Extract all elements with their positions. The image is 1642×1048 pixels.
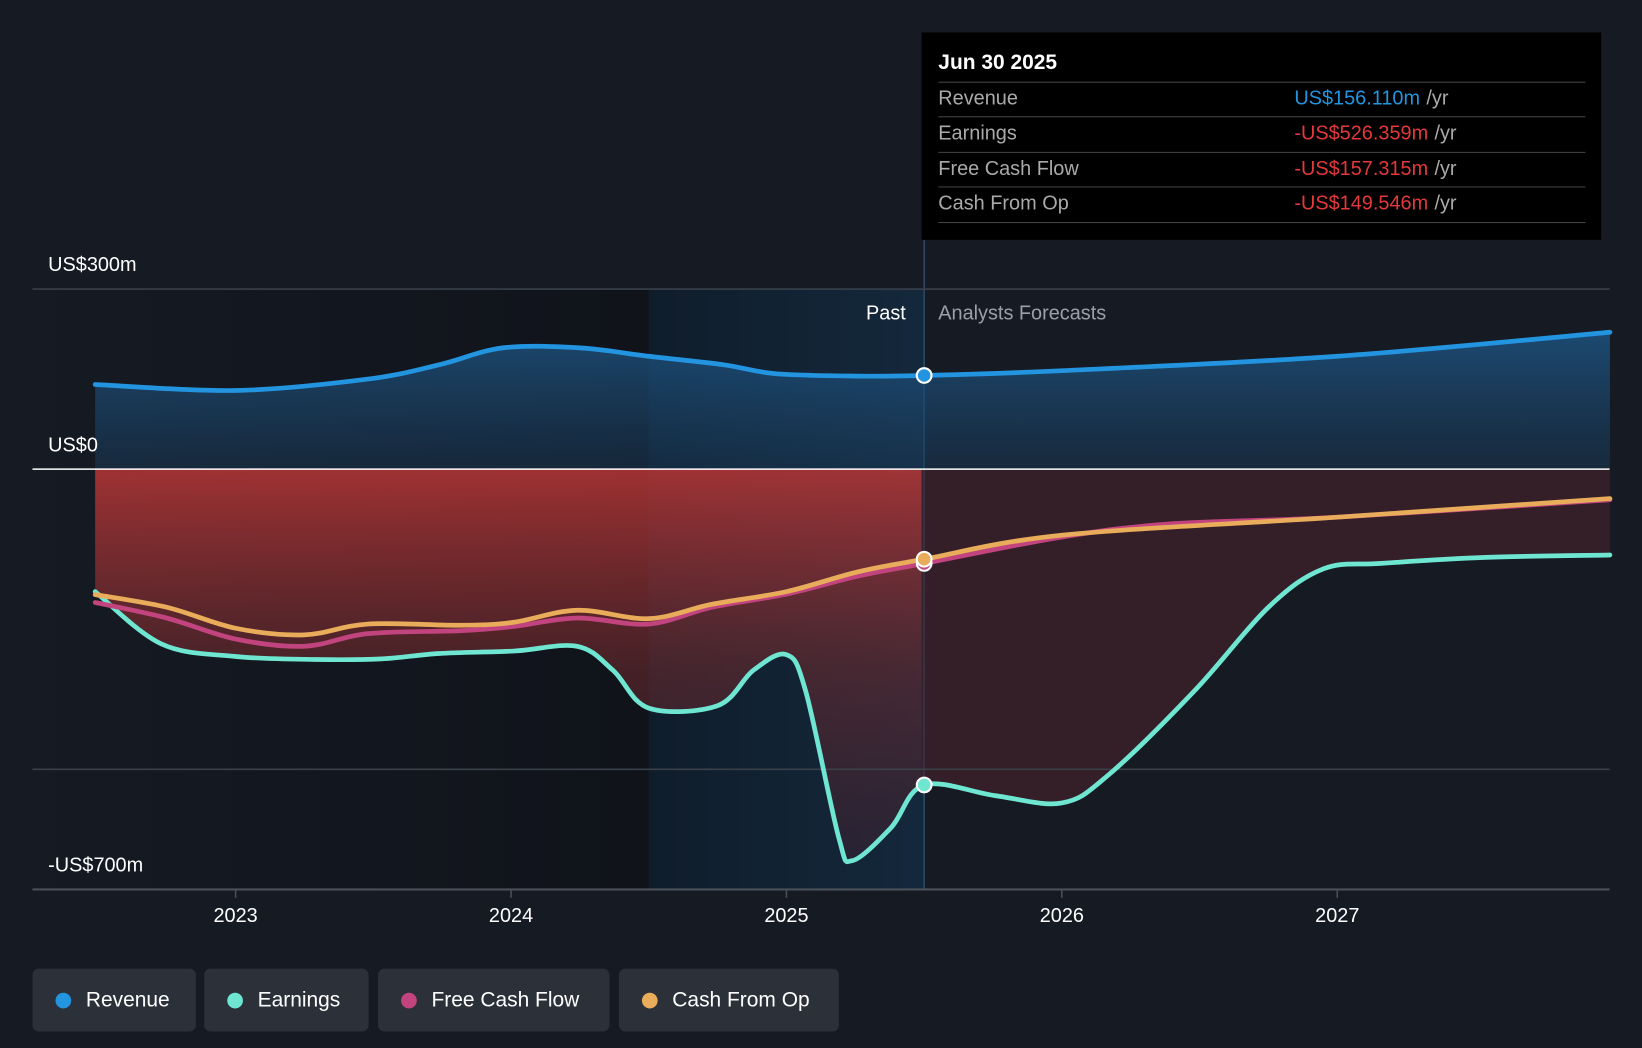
tooltip-unit: /yr bbox=[1426, 87, 1449, 110]
cfo-dot-icon bbox=[641, 992, 658, 1008]
marker-cash-from-op bbox=[915, 550, 933, 568]
past-label: Past bbox=[866, 302, 906, 324]
tooltip-value: -US$157.315m/yr bbox=[1294, 153, 1456, 185]
tooltip-value: -US$149.546m/yr bbox=[1294, 187, 1456, 219]
legend-free-cash-flow[interactable]: Free Cash Flow bbox=[378, 968, 610, 1032]
tooltip-unit: /yr bbox=[1434, 192, 1457, 215]
x-tick-label: 2027 bbox=[1315, 905, 1359, 927]
legend-cash-from-op[interactable]: Cash From Op bbox=[618, 968, 839, 1032]
tooltip-value-text: -US$157.315m bbox=[1294, 158, 1429, 181]
series-line-cash-from-op bbox=[92, 496, 1613, 638]
marker-earnings bbox=[915, 776, 933, 794]
tooltip-date: Jun 30 2025 bbox=[938, 51, 1058, 75]
tooltip-label: Free Cash Flow bbox=[938, 158, 1079, 181]
x-tick-label: 2024 bbox=[489, 905, 533, 927]
series-line-free-cash-flow bbox=[92, 497, 1613, 649]
x-tick-label: 2025 bbox=[764, 905, 808, 927]
tooltip-value-text: -US$149.546m bbox=[1294, 192, 1429, 215]
tooltip-row-cfo: Cash From Op -US$149.546m/yr bbox=[938, 186, 1586, 222]
x-tick-label: 2026 bbox=[1040, 905, 1084, 927]
tooltip-row-fcf: Free Cash Flow -US$157.315m/yr bbox=[938, 151, 1586, 188]
tooltip-value-text: US$156.110m bbox=[1294, 87, 1421, 110]
gridlines bbox=[32, 288, 1610, 891]
tooltip-value-text: -US$526.359m bbox=[1294, 122, 1429, 145]
series-line-revenue bbox=[92, 329, 1613, 393]
marker-revenue bbox=[915, 367, 933, 384]
tooltip: Jun 30 2025 Revenue US$156.110m/yr Earnin… bbox=[921, 32, 1602, 240]
tooltip-unit: /yr bbox=[1434, 122, 1457, 145]
series-line-earnings bbox=[92, 552, 1613, 865]
hover-markers bbox=[915, 367, 933, 794]
legend-earnings[interactable]: Earnings bbox=[204, 968, 369, 1032]
tooltip-value: -US$526.359m/yr bbox=[1294, 117, 1456, 149]
y-tick-label-0: US$0 bbox=[48, 434, 98, 456]
fcf-dot-icon bbox=[401, 992, 417, 1008]
x-axis: 2023 2024 2025 2026 2027 bbox=[214, 889, 1359, 927]
tooltip-unit: /yr bbox=[1434, 158, 1457, 181]
negative-area-past bbox=[95, 469, 922, 862]
y-tick-label-neg700: -US$700m bbox=[48, 854, 143, 876]
revenue-dot-icon bbox=[55, 992, 72, 1008]
tooltip-divider bbox=[938, 222, 1586, 224]
series-lines bbox=[92, 329, 1613, 865]
earnings-dot-icon bbox=[227, 992, 243, 1008]
x-tick-label: 2023 bbox=[214, 905, 258, 927]
legend-revenue[interactable]: Revenue bbox=[32, 968, 196, 1032]
tooltip-row-revenue: Revenue US$156.110m/yr bbox=[938, 81, 1586, 118]
series-areas bbox=[95, 332, 1610, 862]
legend-label: Free Cash Flow bbox=[431, 988, 580, 1012]
tooltip-label: Revenue bbox=[938, 87, 1018, 110]
tooltip-label: Earnings bbox=[938, 122, 1017, 145]
y-tick-label-300: US$300m bbox=[48, 254, 136, 276]
tooltip-row-earnings: Earnings -US$526.359m/yr bbox=[938, 116, 1586, 152]
legend-label: Cash From Op bbox=[672, 988, 810, 1012]
legend-label: Earnings bbox=[257, 988, 341, 1012]
revenue-area bbox=[95, 332, 1610, 470]
negative-area-forecast bbox=[921, 469, 1610, 804]
tooltip-label: Cash From Op bbox=[938, 192, 1069, 215]
tooltip-value: US$156.110m/yr bbox=[1294, 83, 1448, 115]
forecast-label: Analysts Forecasts bbox=[938, 302, 1106, 324]
legend-label: Revenue bbox=[85, 988, 170, 1012]
